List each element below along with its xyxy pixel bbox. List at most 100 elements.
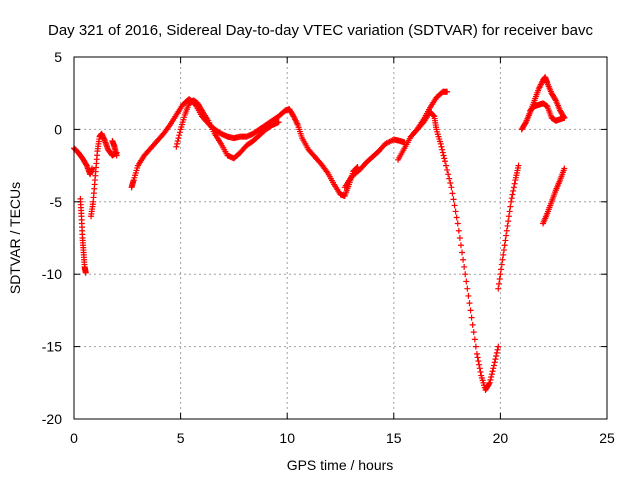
data-point bbox=[489, 368, 496, 375]
data-point bbox=[430, 112, 437, 119]
data-point bbox=[511, 180, 518, 187]
data-point bbox=[452, 208, 459, 215]
series-sat-h bbox=[395, 109, 502, 394]
data-point bbox=[476, 365, 483, 372]
axis-ticks: 0 5 10 15 20 25 5 0 -5 -10 -15 -20 bbox=[42, 49, 615, 446]
data-point bbox=[504, 222, 511, 229]
data-point bbox=[475, 358, 482, 365]
data-point bbox=[439, 149, 446, 156]
data-point bbox=[490, 365, 497, 372]
x-tick-label: 0 bbox=[70, 430, 78, 446]
data-point bbox=[469, 321, 476, 328]
data-point bbox=[467, 307, 474, 314]
data-point bbox=[561, 165, 568, 172]
data-point bbox=[498, 266, 505, 273]
series-sat-i bbox=[407, 88, 451, 140]
data-point bbox=[500, 251, 507, 258]
data-point bbox=[176, 132, 183, 139]
data-point bbox=[474, 354, 481, 361]
data-point bbox=[443, 162, 450, 169]
data-point bbox=[465, 292, 472, 299]
data-point bbox=[447, 179, 454, 186]
series-sat-j bbox=[495, 162, 522, 292]
data-point bbox=[561, 114, 568, 121]
series-sat-f bbox=[173, 97, 282, 162]
data-point bbox=[500, 247, 507, 254]
data-point bbox=[468, 314, 475, 321]
data-point bbox=[449, 190, 456, 197]
data-point bbox=[473, 350, 480, 357]
data-point bbox=[495, 343, 502, 350]
data-point bbox=[444, 166, 451, 173]
data-point bbox=[486, 379, 493, 386]
data-point bbox=[510, 184, 517, 191]
data-point bbox=[486, 381, 493, 388]
data-point bbox=[462, 271, 469, 278]
data-points bbox=[71, 74, 568, 394]
data-point bbox=[508, 198, 515, 205]
data-point bbox=[508, 195, 515, 202]
data-point bbox=[82, 269, 89, 276]
series-sat-g bbox=[341, 136, 408, 191]
data-point bbox=[466, 300, 473, 307]
data-point bbox=[497, 271, 504, 278]
data-point bbox=[461, 263, 468, 270]
data-point bbox=[495, 285, 502, 292]
data-point bbox=[493, 353, 500, 360]
data-point bbox=[455, 227, 462, 234]
data-point bbox=[510, 187, 517, 194]
data-point bbox=[440, 152, 447, 159]
data-point bbox=[460, 256, 467, 263]
data-point bbox=[450, 196, 457, 203]
data-point bbox=[505, 218, 512, 225]
data-point bbox=[275, 119, 282, 126]
x-tick-label: 25 bbox=[599, 430, 615, 446]
data-point bbox=[174, 137, 181, 144]
x-axis-title: GPS time / hours bbox=[287, 457, 394, 473]
data-point bbox=[472, 343, 479, 350]
data-point bbox=[471, 336, 478, 343]
data-point bbox=[495, 280, 502, 287]
data-point bbox=[488, 374, 495, 381]
data-point bbox=[174, 140, 181, 147]
data-point bbox=[503, 232, 510, 239]
data-point bbox=[453, 214, 460, 221]
data-point bbox=[444, 88, 451, 95]
data-point bbox=[448, 184, 455, 191]
y-tick-label: 5 bbox=[54, 49, 62, 65]
data-point bbox=[493, 349, 500, 356]
x-tick-label: 20 bbox=[493, 430, 509, 446]
data-point bbox=[439, 146, 446, 153]
data-point bbox=[451, 202, 458, 209]
data-point bbox=[456, 235, 463, 241]
data-point bbox=[464, 285, 471, 292]
data-point bbox=[506, 208, 513, 215]
data-point bbox=[492, 356, 499, 363]
data-point bbox=[491, 362, 498, 369]
y-tick-label: -15 bbox=[42, 339, 62, 355]
series-sat-a bbox=[71, 145, 96, 178]
x-tick-label: 10 bbox=[279, 430, 295, 446]
data-point bbox=[503, 227, 510, 234]
data-point bbox=[83, 161, 90, 168]
data-point bbox=[496, 276, 503, 283]
data-point bbox=[454, 220, 461, 227]
y-tick-label: -5 bbox=[50, 194, 63, 210]
series-sat-m bbox=[540, 165, 568, 227]
chart-title: Day 321 of 2016, Sidereal Day-to-day VTE… bbox=[48, 22, 593, 39]
series-sat-d bbox=[109, 137, 120, 159]
data-point bbox=[445, 171, 452, 178]
data-point bbox=[176, 129, 183, 136]
y-axis-title: SDTVAR / TECUs bbox=[7, 182, 23, 294]
data-point bbox=[494, 346, 501, 353]
data-point bbox=[446, 175, 453, 182]
data-point bbox=[509, 191, 516, 198]
x-tick-label: 5 bbox=[177, 430, 185, 446]
y-tick-label: -10 bbox=[42, 266, 62, 282]
data-point bbox=[173, 143, 180, 150]
y-tick-label: -20 bbox=[42, 411, 62, 427]
data-point bbox=[438, 143, 445, 150]
series-sat-e bbox=[128, 95, 361, 200]
data-point bbox=[175, 135, 182, 142]
